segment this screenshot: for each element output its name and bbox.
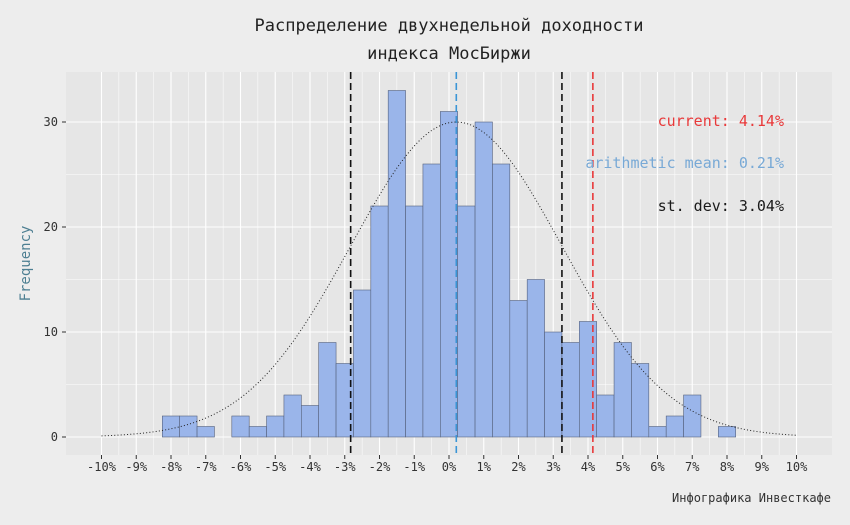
y-tick-label: 30 [44,115,58,129]
x-tick-label: -8% [160,460,182,474]
x-tick-label: 4% [581,460,596,474]
histogram-bar [283,394,302,438]
histogram-bar [301,405,319,438]
histogram-bar [631,363,650,438]
x-tick-label: -4% [299,460,321,474]
x-tick-label: -5% [264,460,286,474]
x-tick-label: 8% [720,460,735,474]
histogram-bar [561,342,580,438]
histogram-bar [162,415,180,438]
histogram-bar [318,342,337,438]
histogram-bar [422,163,441,438]
histogram-bar [526,279,545,438]
histogram-bar [683,394,702,438]
x-tick-label: 3% [546,460,561,474]
histogram-bar [196,426,215,438]
y-axis: 0 10 20 30 [44,115,66,444]
histogram-bar [665,415,684,438]
histogram-bar [231,415,250,438]
histogram-bar [387,90,406,438]
histogram-bar [596,394,615,438]
histogram-bar [648,426,667,438]
histogram-bar [179,415,198,438]
histogram-bar [370,205,389,438]
histogram-bar [405,205,424,438]
histogram-bar [474,121,493,438]
chart-title-line1: Распределение двухнедельной доходности [255,16,644,36]
x-tick-label: -1% [403,460,425,474]
stdev-annotation: st. dev: 3.04% [658,197,784,215]
y-axis-label: Frequency [18,226,34,302]
histogram-bar [579,321,597,438]
x-tick-label: 9% [755,460,770,474]
y-tick-label: 0 [51,430,58,444]
histogram-bar [509,300,528,438]
normal-density-curve [101,121,797,437]
histogram-bar [248,426,267,438]
y-tick-label: 20 [44,220,58,234]
x-tick-label: -2% [369,460,391,474]
x-tick-label: 0% [442,460,457,474]
histogram-bar [718,426,736,438]
x-axis: -10% -9% -8% -7% -6% -5% -4% -3% -2% -1% 0% 1% 2% 3% 4… [87,455,808,474]
histogram-bars [162,90,736,438]
y-tick-label: 10 [44,325,58,339]
x-tick-label: -3% [334,460,356,474]
reference-lines [349,72,594,455]
histogram-bar [266,415,285,438]
x-tick-label: 2% [511,460,526,474]
x-tick-label: 1% [477,460,492,474]
current-value-annotation: current: 4.14% [658,112,784,130]
x-tick-label: 10% [786,460,808,474]
histogram-bar [613,342,632,438]
mean-annotation: arithmetic mean: 0.21% [585,154,784,172]
x-tick-label: -6% [230,460,252,474]
histogram-bar [457,205,476,438]
histogram-bar [353,289,372,438]
histogram-bar [440,111,458,438]
x-tick-label: 6% [650,460,665,474]
x-tick-label: 7% [685,460,700,474]
histogram-bar [492,163,511,438]
infographic-caption: Инфографика Инвесткафе [672,491,831,505]
x-tick-label: -10% [87,460,117,474]
chart-title-line2: индекса МосБиржи [367,44,531,64]
histogram-bar [544,331,563,438]
x-tick-label: -7% [195,460,217,474]
x-tick-label: 5% [616,460,631,474]
x-tick-label: -9% [125,460,147,474]
